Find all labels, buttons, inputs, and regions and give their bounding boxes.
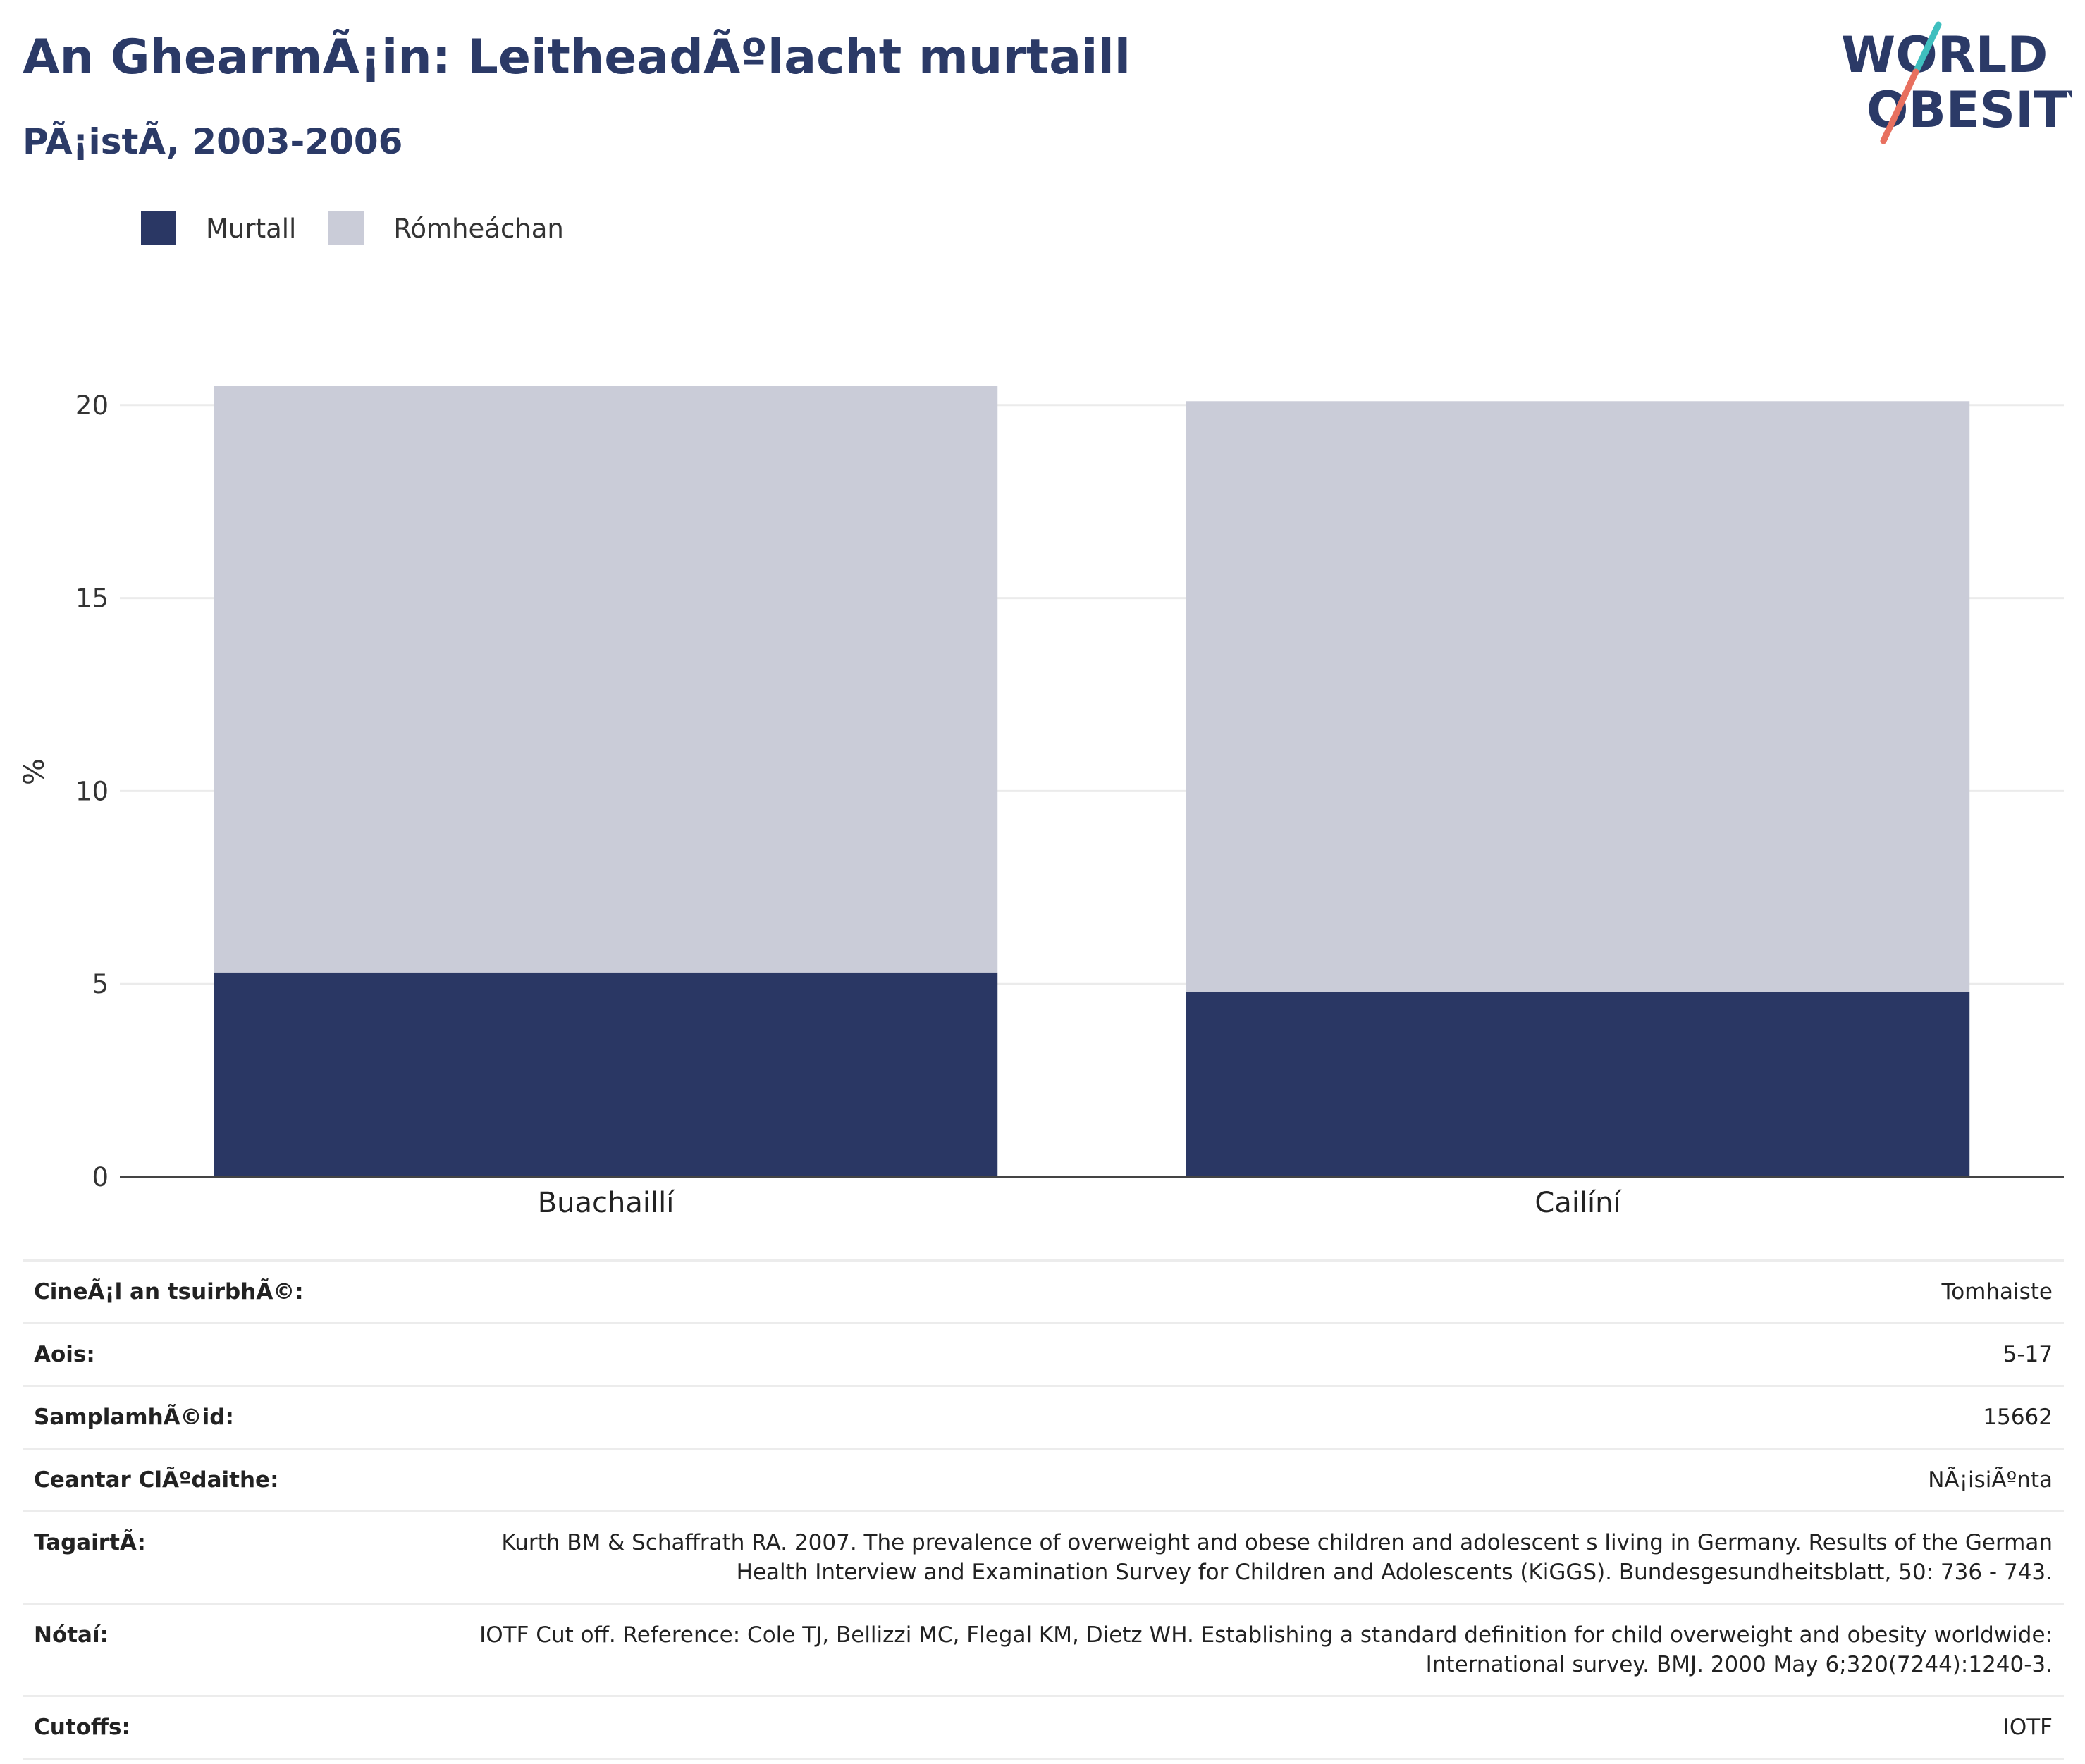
bar-obese [1186,992,1970,1177]
detail-value: NÃ¡isiÃºnta [412,1448,2064,1512]
legend: Murtall Rómheáchan [141,210,596,247]
table-row: Cutoffs: IOTF [23,1695,2064,1760]
legend-item-obese[interactable]: Murtall [141,211,296,245]
legend-item-overweight[interactable]: Rómheáchan [328,211,564,245]
legend-label-obese: Murtall [206,213,297,244]
logo-slash-teal-icon [1912,21,1942,75]
y-tick-label: 5 [92,969,109,999]
logo-line1: WORLD [1841,26,2048,84]
detail-key: Aois: [23,1322,412,1386]
detail-value: Kurth BM & Schaffrath RA. 2007. The prev… [412,1510,2064,1604]
table-row: Aois: 5-17 [23,1322,2064,1386]
y-tick-label: 15 [75,584,109,614]
logo-slash-coral-icon [1880,68,1919,144]
legend-swatch-overweight [328,211,364,245]
legend-label-overweight: Rómheáchan [393,213,564,244]
y-axis-title: % [18,758,51,785]
y-tick-label: 10 [75,776,109,806]
detail-value: 5-17 [412,1322,2064,1386]
table-row: TagairtÃ: Kurth BM & Schaffrath RA. 2007.… [23,1510,2064,1604]
table-row: CineÃ¡l an tsuirbhÃ©: Tomhaiste [23,1259,2064,1324]
detail-key: SamplamhÃ©id: [23,1385,412,1449]
table-row: Ceantar ClÃºdaithe: NÃ¡isiÃºnta [23,1448,2064,1512]
x-tick-label: Buachaillí [538,1187,676,1219]
detail-key: Ceantar ClÃºdaithe: [23,1448,412,1512]
chart-subtitle: PÃ¡istÃ, 2003-2006 [23,121,403,162]
bar-overweight [1186,401,1970,992]
x-tick-label: Cailíní [1534,1187,1622,1219]
y-tick-label: 20 [75,390,109,421]
detail-key: TagairtÃ: [23,1510,412,1604]
table-row: Nótaí: IOTF Cut off. Reference: Cole TJ, … [23,1603,2064,1696]
bar-obese [214,972,998,1177]
detail-key: Nótaí: [23,1603,412,1696]
chart-title: An GhearmÃ¡in: LeitheadÃºlacht murtaill [23,30,1131,85]
y-tick-label: 0 [92,1162,109,1192]
world-obesity-logo: WORLD OBESITY [1841,21,2072,144]
detail-value: IOTF [412,1695,2064,1760]
legend-swatch-obese [141,211,176,245]
survey-details-table: CineÃ¡l an tsuirbhÃ©: Tomhaiste Aois: 5-17 S… [23,1259,2064,1760]
stacked-bar-chart: 0 5 10 15 20% Buachaillí Cailíní [18,386,2064,1219]
detail-value: Tomhaiste [412,1259,2064,1324]
detail-key: CineÃ¡l an tsuirbhÃ©: [23,1259,412,1324]
detail-value: IOTF Cut off. Reference: Cole TJ, Belliz… [412,1603,2064,1696]
bar-overweight [214,386,998,973]
detail-value: 15662 [412,1385,2064,1449]
detail-key: Cutoffs: [23,1695,412,1760]
table-row: SamplamhÃ©id: 15662 [23,1385,2064,1449]
